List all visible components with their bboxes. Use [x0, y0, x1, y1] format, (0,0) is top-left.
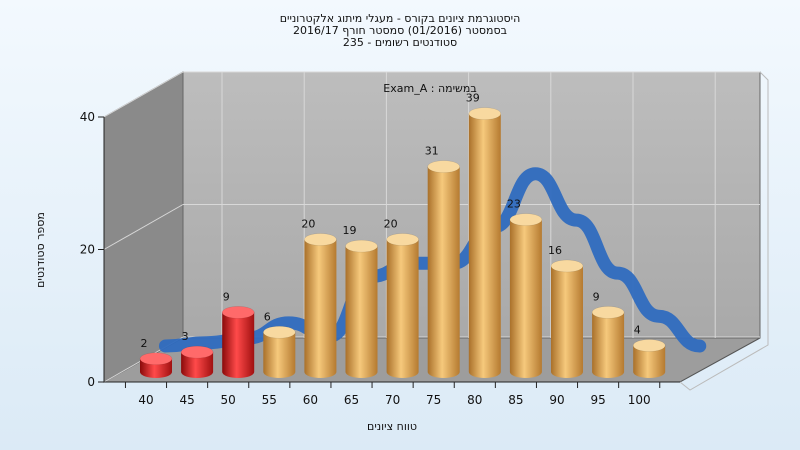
x-tick-label: 85 — [508, 393, 523, 407]
data-label: 20 — [301, 218, 315, 231]
bar-top — [550, 259, 584, 273]
bar: 31 — [425, 145, 460, 378]
bar: 20 — [384, 218, 419, 378]
bar: 3 — [180, 330, 214, 378]
data-label: 9 — [593, 290, 600, 303]
x-tick-label: 60 — [303, 393, 318, 407]
axis-ticks: 0 20 40 40 45 50 55 60 65 70 75 80 85 90 95 100 — [80, 110, 680, 407]
bar: 2 — [139, 337, 173, 378]
bar-body — [427, 166, 460, 378]
data-label: 16 — [548, 244, 562, 257]
bar-top — [304, 233, 337, 246]
x-tick-label: 80 — [467, 393, 482, 407]
chart-title-line-2: בסמסטר (01/2016) סמסטר חורף 2016/17 — [293, 24, 507, 37]
data-label: 19 — [343, 224, 357, 237]
bar-top — [591, 306, 625, 319]
bar-top — [345, 239, 378, 253]
x-tick-label: 50 — [221, 393, 236, 407]
bar: 39 — [466, 92, 502, 378]
bar-body — [551, 266, 583, 378]
bar-body — [222, 312, 255, 378]
bar-body — [304, 239, 337, 378]
bar-top — [139, 352, 173, 365]
gridline-depth — [103, 204, 184, 250]
frame-edge-right — [679, 71, 769, 391]
x-tick-label: 70 — [385, 393, 400, 407]
bar-body — [386, 239, 419, 378]
bar-top — [632, 339, 666, 352]
x-tick-label: 45 — [179, 393, 194, 407]
bar-top — [263, 326, 296, 339]
chart-annotation: Exam_A : במשימה — [383, 82, 476, 95]
data-label: 31 — [425, 145, 439, 158]
x-tick-label: 90 — [549, 393, 564, 407]
data-label: 2 — [141, 337, 148, 350]
bar: 19 — [343, 224, 378, 378]
data-label: 9 — [223, 290, 230, 303]
bar-body — [509, 219, 542, 378]
x-tick-label: 75 — [426, 393, 441, 407]
bar-top — [386, 233, 419, 246]
bar-body — [263, 332, 296, 378]
data-label: 20 — [384, 218, 398, 231]
x-tick-label: 55 — [262, 393, 277, 407]
x-tick-label: 100 — [628, 393, 651, 407]
y-axis-title: מספר סטודנטים — [34, 212, 47, 288]
bar: 9 — [591, 290, 625, 378]
data-label: 6 — [264, 310, 271, 323]
bar: 20 — [301, 218, 337, 378]
bar-top — [427, 160, 460, 173]
bar-top — [509, 213, 543, 226]
bar: 6 — [263, 310, 296, 378]
bar-top — [468, 107, 502, 120]
bar: 9 — [221, 290, 255, 378]
bar-top — [180, 345, 214, 359]
y-tick-label: 0 — [87, 375, 95, 389]
bar: 23 — [507, 198, 543, 378]
y-tick-label: 40 — [80, 110, 95, 124]
x-tick-label: 65 — [344, 393, 359, 407]
y-tick-label: 20 — [80, 243, 95, 257]
bar-body — [633, 345, 666, 378]
chart-title-line-1: היסטוגרמת ציונים בקורס - מעגלי מיתוג אלק… — [279, 12, 521, 25]
x-axis-title: טווח ציונים — [367, 420, 417, 433]
chart-title-line-3: סטודנטים רשומים - 235 — [342, 36, 458, 49]
bar-body — [181, 352, 214, 378]
bar: 4 — [632, 324, 666, 378]
bar-body — [592, 312, 625, 378]
x-tick-label: 40 — [138, 393, 153, 407]
x-tick-label: 95 — [590, 393, 605, 407]
gridline-depth — [103, 71, 184, 118]
bar-top — [221, 306, 255, 319]
data-label: 39 — [466, 92, 480, 105]
bar-body — [345, 246, 378, 378]
bar: 16 — [548, 244, 584, 378]
bar-body — [468, 113, 501, 378]
data-label: 3 — [182, 330, 189, 343]
data-label: 23 — [507, 198, 521, 211]
data-label: 4 — [634, 324, 641, 337]
